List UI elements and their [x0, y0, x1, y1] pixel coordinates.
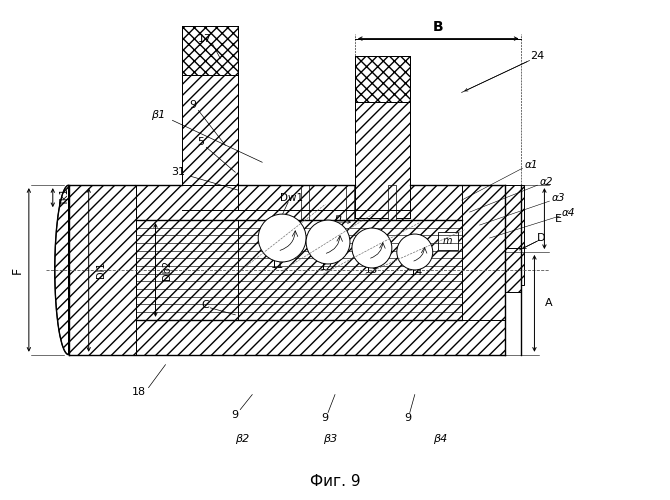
Text: 17: 17 — [198, 34, 212, 43]
Text: 13: 13 — [365, 265, 379, 275]
Bar — [182, 26, 239, 185]
Text: α1: α1 — [525, 160, 538, 170]
Text: 9: 9 — [189, 100, 196, 110]
Text: m: m — [443, 236, 452, 246]
Bar — [69, 185, 135, 354]
Text: 18: 18 — [131, 386, 145, 396]
Bar — [355, 56, 410, 102]
Text: β3: β3 — [323, 434, 337, 444]
Circle shape — [352, 228, 392, 268]
Text: 31: 31 — [172, 167, 186, 177]
Text: α4: α4 — [561, 208, 575, 218]
Text: A: A — [545, 298, 552, 308]
Bar — [355, 56, 410, 218]
Circle shape — [306, 220, 350, 264]
Polygon shape — [55, 185, 69, 354]
Text: C: C — [202, 300, 209, 310]
Text: B: B — [433, 20, 444, 34]
Text: E: E — [555, 214, 562, 224]
Text: 9: 9 — [322, 412, 328, 422]
Bar — [301, 185, 309, 220]
Text: D: D — [537, 233, 545, 243]
Bar — [346, 185, 354, 220]
Bar — [182, 26, 239, 76]
Circle shape — [258, 214, 306, 262]
Text: 5: 5 — [197, 138, 204, 147]
Text: 11: 11 — [271, 260, 284, 270]
Circle shape — [397, 234, 433, 270]
Text: 9: 9 — [404, 412, 411, 422]
Bar — [438, 232, 458, 250]
Text: β1: β1 — [151, 110, 165, 120]
Text: 14: 14 — [410, 267, 423, 277]
Text: α3: α3 — [551, 193, 565, 203]
Text: F: F — [11, 266, 23, 274]
Text: 9: 9 — [232, 410, 239, 420]
Text: β2: β2 — [235, 434, 249, 444]
Text: β4: β4 — [433, 434, 447, 444]
Polygon shape — [73, 185, 135, 354]
Text: n: n — [334, 213, 342, 223]
Text: Dw1: Dw1 — [280, 193, 304, 203]
Text: Фиг. 9: Фиг. 9 — [310, 474, 360, 489]
Bar — [462, 185, 505, 320]
Text: Dl1: Dl1 — [96, 262, 106, 278]
Text: 24: 24 — [531, 50, 545, 60]
Text: 12: 12 — [320, 262, 332, 272]
Text: Tk1: Tk1 — [60, 189, 70, 206]
Text: α2: α2 — [539, 177, 553, 187]
Bar — [388, 185, 396, 220]
Bar — [505, 185, 525, 285]
Bar — [505, 248, 521, 292]
Text: Db2: Db2 — [162, 260, 172, 280]
Bar — [135, 185, 505, 354]
